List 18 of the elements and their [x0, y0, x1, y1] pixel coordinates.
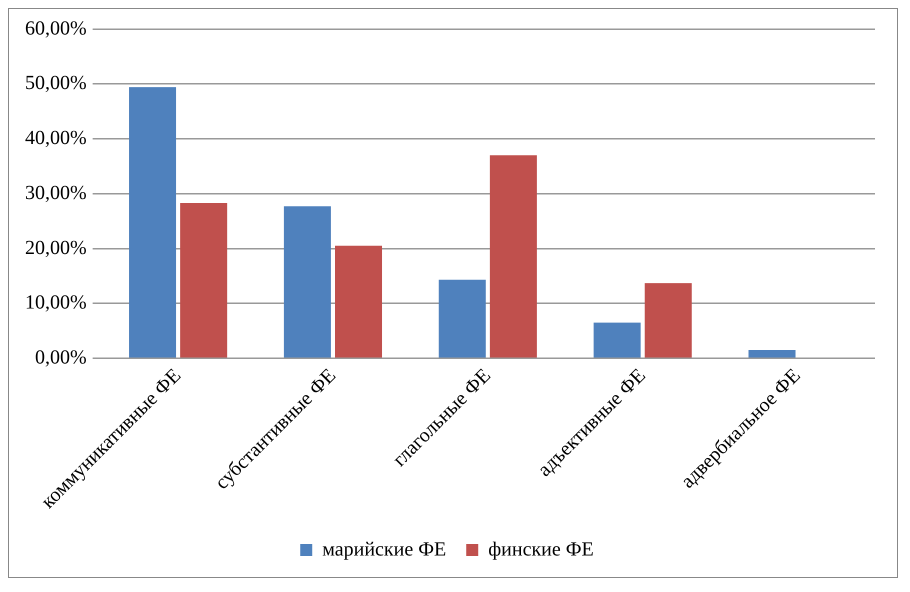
bar [129, 87, 176, 358]
legend-label: финские ФЕ [488, 538, 594, 560]
bar [748, 350, 796, 358]
y-tick-label: 20,00% [24, 236, 87, 259]
legend-label: марийские ФЕ [322, 538, 446, 560]
y-tick-label: 0,00% [34, 346, 87, 369]
y-tick-label: 60,00% [24, 17, 87, 40]
bar [335, 246, 382, 358]
bar [490, 155, 537, 358]
y-tick-label: 10,00% [24, 292, 87, 314]
bar [180, 202, 228, 358]
bar [438, 280, 486, 358]
y-tick-label: 50,00% [24, 72, 87, 94]
bar [284, 206, 331, 358]
y-tick-label: 40,00% [24, 127, 87, 150]
y-tick-label: 30,00% [24, 182, 87, 204]
bar [644, 283, 692, 358]
bar [594, 322, 641, 358]
